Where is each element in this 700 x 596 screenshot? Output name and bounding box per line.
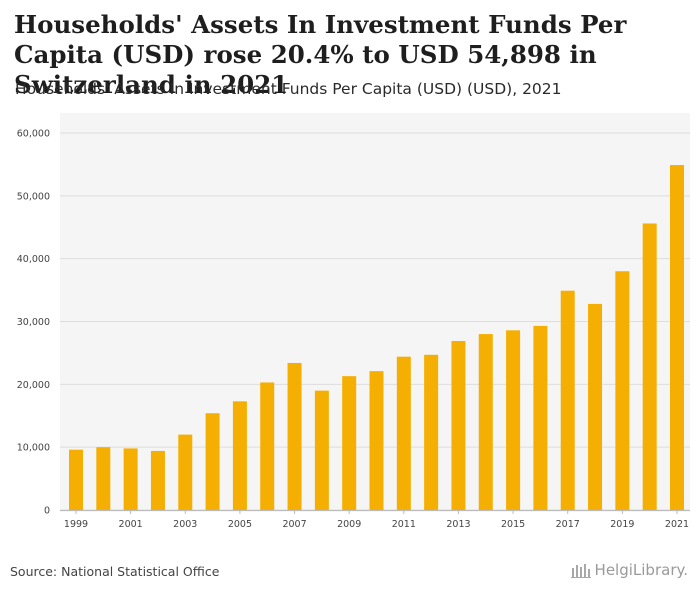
- x-tick-label: 2019: [610, 519, 634, 530]
- bar: [506, 330, 521, 510]
- bar: [478, 334, 493, 510]
- brand-logo[interactable]: HelgiLibrary.: [570, 561, 688, 579]
- bar: [424, 354, 439, 510]
- bar: [96, 447, 111, 510]
- bar: [642, 223, 657, 511]
- y-tick-label: 20,000: [17, 380, 50, 391]
- y-tick-label: 0: [44, 506, 50, 517]
- y-tick-label: 50,000: [17, 191, 50, 202]
- bar: [369, 371, 384, 510]
- chart-subtitle: Households' Assets In Investment Funds P…: [15, 80, 562, 98]
- brand-name: HelgiLibrary.: [594, 561, 688, 579]
- bar: [260, 382, 275, 510]
- bar: [670, 165, 684, 511]
- bar: [287, 362, 302, 510]
- bar: [178, 434, 193, 510]
- y-tick-label: 30,000: [17, 317, 50, 328]
- bar: [342, 376, 357, 510]
- x-tick-label: 2011: [392, 519, 416, 530]
- x-tick-label: 2013: [446, 519, 470, 530]
- library-icon: [570, 564, 591, 578]
- bar: [615, 271, 630, 510]
- x-tick-label: 2007: [282, 519, 306, 530]
- source-note: Source: National Statistical Office: [10, 564, 220, 579]
- bar: [205, 413, 220, 510]
- bar: [451, 340, 466, 510]
- bar: [232, 401, 247, 510]
- chart-headline: Households' Assets In Investment Funds P…: [14, 10, 627, 99]
- x-tick-label: 2017: [556, 519, 580, 530]
- x-tick-label: 2003: [173, 519, 197, 530]
- x-tick-label: 2015: [501, 519, 525, 530]
- x-tick-label: 2001: [119, 519, 143, 530]
- x-tick-label: 2005: [228, 519, 252, 530]
- y-tick-label: 40,000: [17, 254, 50, 265]
- x-tick-label: 2009: [337, 519, 361, 530]
- y-tick-label: 60,000: [17, 129, 50, 140]
- bar: [588, 303, 603, 510]
- bar: [314, 390, 329, 510]
- bar: [533, 325, 548, 510]
- bar: [69, 449, 83, 510]
- x-tick-label: 2021: [665, 519, 689, 530]
- bar: [396, 356, 411, 510]
- bar: [560, 290, 575, 510]
- x-tick-label: 1999: [64, 519, 88, 530]
- bar: [150, 450, 165, 510]
- y-tick-label: 10,000: [17, 443, 50, 454]
- bar: [123, 448, 138, 510]
